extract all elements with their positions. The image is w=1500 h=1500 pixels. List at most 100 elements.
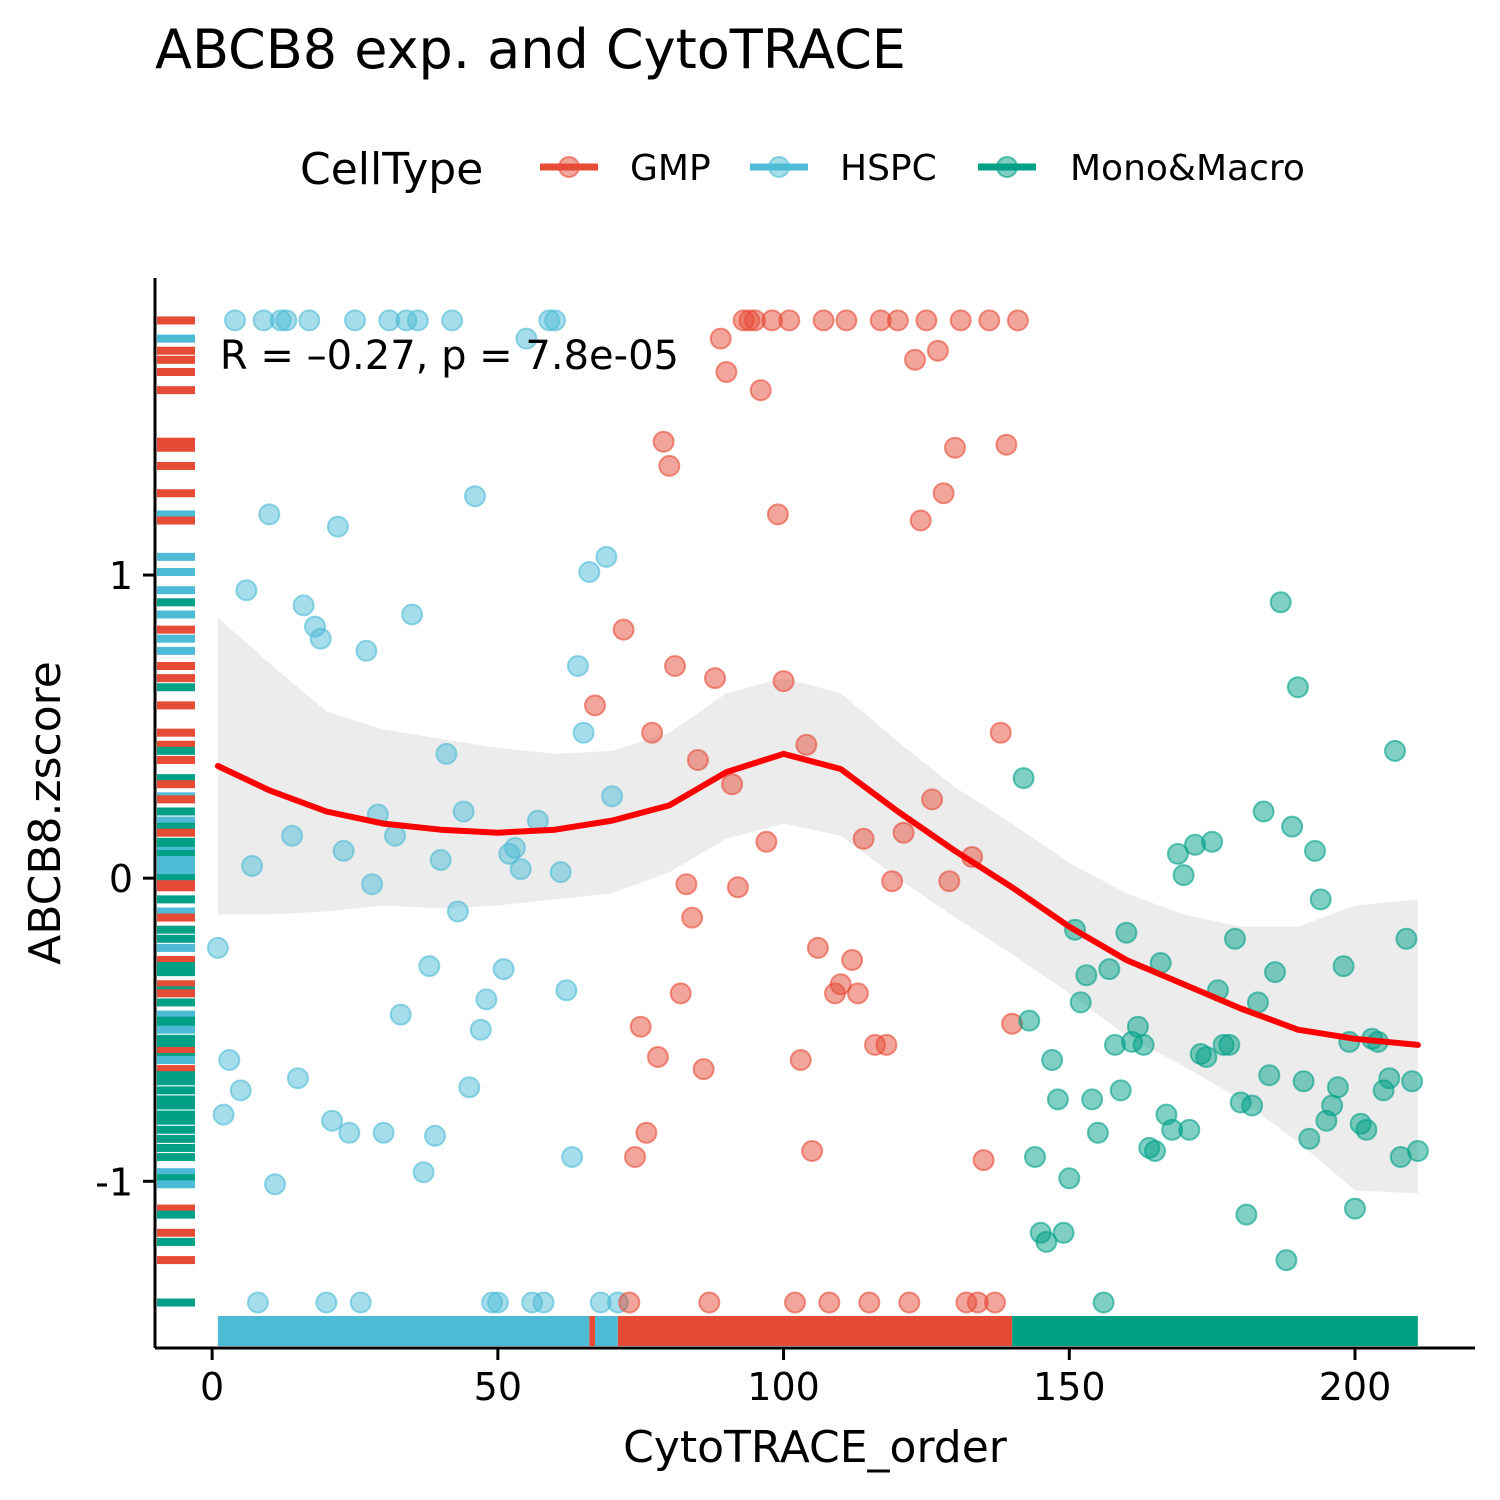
- data-point: [915, 309, 938, 332]
- data-point: [1344, 1197, 1366, 1220]
- data-point: [846, 982, 869, 1005]
- left-rug-tick: [157, 610, 195, 619]
- data-point: [452, 800, 475, 823]
- data-point: [1321, 1094, 1344, 1117]
- data-point: [938, 870, 961, 893]
- data-point: [1224, 927, 1246, 950]
- data-point: [1166, 842, 1189, 865]
- data-point: [652, 430, 675, 453]
- data-point: [1332, 955, 1355, 978]
- data-point: [1126, 1015, 1149, 1038]
- data-point: [424, 1124, 446, 1147]
- x-tick-label: 150: [1033, 1365, 1106, 1409]
- data-point: [995, 433, 1018, 456]
- data-point: [635, 1121, 658, 1144]
- data-point: [1269, 591, 1292, 614]
- data-point: [898, 1291, 921, 1314]
- legend-key-point: [996, 156, 1018, 178]
- left-rug-tick: [157, 367, 195, 376]
- data-point: [1098, 958, 1121, 981]
- data-point: [1264, 961, 1286, 984]
- left-rug-tick: [157, 755, 195, 764]
- data-point: [909, 509, 932, 532]
- data-point: [692, 1058, 715, 1081]
- left-rug-tick: [157, 998, 195, 1007]
- left-rug-tick: [157, 1025, 195, 1034]
- data-point: [555, 979, 578, 1002]
- data-point: [829, 973, 852, 996]
- data-point: [229, 1079, 252, 1102]
- data-point: [258, 503, 281, 526]
- left-rug-tick: [157, 489, 195, 498]
- data-point: [1326, 1076, 1349, 1099]
- x-tick-label: 0: [200, 1365, 224, 1409]
- legend-label: GMP: [630, 148, 711, 189]
- data-point: [618, 1291, 641, 1314]
- left-rug-tick: [157, 840, 195, 849]
- data-point: [1218, 1033, 1241, 1056]
- data-point: [949, 309, 972, 332]
- data-point: [1286, 676, 1309, 699]
- left-rug-tick: [157, 1116, 195, 1125]
- data-point: [932, 482, 955, 505]
- data-point: [212, 1103, 235, 1126]
- left-rug-tick: [157, 795, 195, 804]
- left-rug-tick: [157, 510, 195, 519]
- data-point: [972, 1149, 995, 1172]
- data-point: [1252, 800, 1275, 823]
- data-point: [355, 639, 378, 662]
- data-point: [1092, 1291, 1115, 1314]
- data-point: [1172, 864, 1195, 887]
- data-point: [1395, 927, 1418, 950]
- data-point: [789, 1049, 812, 1071]
- data-point: [406, 309, 429, 332]
- correlation-annotation: R = –0.27, p = 7.8e-05: [220, 333, 679, 379]
- data-point: [749, 379, 772, 402]
- left-rug-tick: [157, 740, 195, 749]
- data-point: [372, 1121, 395, 1144]
- y-tick-label: 1: [109, 554, 133, 598]
- data-point: [1024, 1146, 1046, 1168]
- data-point: [1292, 1070, 1315, 1093]
- data-point: [904, 348, 926, 371]
- legend-label: Mono&Macro: [1070, 148, 1305, 189]
- data-point: [784, 1291, 806, 1314]
- left-rug-tick: [157, 437, 195, 446]
- data-point: [1041, 1049, 1064, 1071]
- left-rug-tick: [157, 661, 195, 670]
- data-point: [544, 309, 566, 332]
- legend-entries: GMP HSPC Mono&Macro: [540, 148, 1305, 189]
- left-rug-tick: [157, 943, 195, 952]
- left-rug-tick: [157, 568, 195, 577]
- data-point: [412, 1161, 435, 1184]
- data-point: [206, 936, 229, 959]
- x-ticks: 0 50 100 150 200: [200, 1348, 1391, 1409]
- left-rug-tick: [157, 1095, 195, 1104]
- data-point: [321, 1109, 344, 1132]
- data-point: [1178, 1118, 1201, 1141]
- left-rug-tick: [157, 1168, 195, 1177]
- data-point: [475, 988, 498, 1011]
- data-point: [1406, 1140, 1429, 1162]
- data-point: [1281, 815, 1304, 838]
- data-point: [469, 1018, 492, 1041]
- left-rug-tick: [157, 956, 195, 965]
- data-point: [675, 873, 698, 896]
- data-point: [264, 1173, 286, 1196]
- left-rug-tick: [157, 1237, 195, 1246]
- data-point: [315, 1291, 338, 1314]
- data-point: [595, 545, 618, 568]
- data-point: [1384, 739, 1406, 762]
- left-rug-tick: [157, 1210, 195, 1219]
- legend-label: HSPC: [840, 148, 937, 189]
- left-rug-tick: [157, 925, 195, 934]
- data-point: [1115, 921, 1138, 944]
- left-rug-tick: [157, 774, 195, 783]
- data-point: [881, 870, 904, 893]
- left-rug-tick: [157, 1046, 195, 1055]
- left-rug-tick: [157, 962, 195, 971]
- y-ticks: -1 0 1: [95, 554, 155, 1204]
- legend-key-point: [558, 156, 580, 178]
- left-rug-tick: [157, 1134, 195, 1143]
